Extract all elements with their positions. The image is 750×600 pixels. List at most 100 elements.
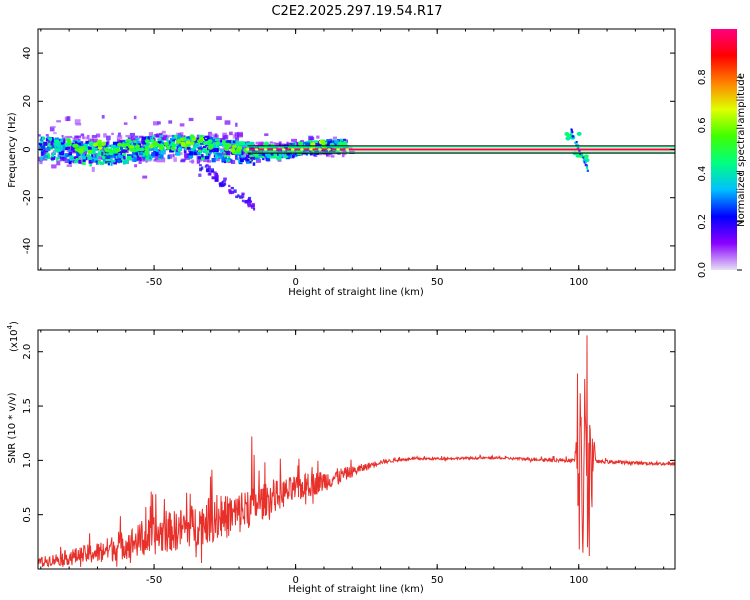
spectrogram-cell: [253, 207, 256, 211]
spectrogram-cluster: [55, 142, 61, 147]
spectrogram-cell: [218, 148, 222, 151]
spectrogram-cell: [51, 164, 57, 169]
spectrogram-cell: [118, 153, 121, 156]
spectrogram-cell: [176, 146, 180, 150]
carrier-band-stripe: [247, 152, 675, 154]
spectrogram-cell: [101, 114, 105, 119]
spectrogram-cell: [95, 160, 98, 163]
spectrogram-cell: [181, 158, 186, 162]
spectrogram-cell: [239, 195, 243, 199]
spectrogram-cell: [87, 155, 92, 161]
spectrogram-cluster: [231, 144, 237, 149]
spectrogram-cell: [117, 144, 120, 149]
spectrogram-cell: [170, 143, 174, 147]
spectrogram-cell: [56, 160, 61, 166]
spectrogram-cell: [57, 156, 60, 160]
spectrogram-cluster: [175, 139, 181, 144]
y-tick-label: 40: [22, 47, 33, 60]
spectrogram-cell: [249, 159, 252, 164]
spectrogram-cell: [132, 158, 136, 162]
spectrogram-cluster: [198, 139, 204, 144]
spectrogram-cell: [183, 136, 187, 141]
spectrogram-cell: [51, 138, 54, 143]
spectrogram-cell: [219, 155, 223, 159]
spectrogram-cluster: [58, 145, 64, 150]
spectrogram-cell: [265, 152, 270, 157]
spectrogram-cell: [223, 156, 227, 161]
spectrogram-cell: [74, 119, 81, 125]
y-tick-label: -20: [22, 190, 33, 206]
y-tick-label: -40: [22, 238, 33, 254]
spectrogram-cell: [214, 179, 219, 182]
spectrogram-cluster: [180, 142, 186, 147]
spectrogram-cell: [283, 154, 288, 159]
spectrogram-cell: [40, 143, 46, 148]
spectrogram-cell: [141, 139, 144, 144]
colorbar-tick-label: 0.8: [697, 69, 708, 85]
spectrogram-cell: [582, 159, 585, 162]
spectrogram-cell: [245, 154, 251, 159]
spectrogram-cell: [134, 135, 139, 139]
spectrogram-cell: [45, 147, 51, 152]
spectrogram-cell: [166, 134, 172, 137]
spectrogram-cell: [246, 146, 250, 151]
spectrogram-cell: [270, 153, 273, 156]
spectrogram-cell: [73, 160, 78, 164]
spectrogram-cell: [131, 135, 134, 141]
spectrogram-cell: [248, 150, 254, 153]
spectrogram-cell: [117, 132, 121, 137]
spectrogram-cell: [51, 156, 56, 159]
spectrogram-cell: [248, 200, 253, 203]
spectrogram-cell: [278, 148, 281, 153]
spectrogram-cell: [586, 167, 589, 170]
spectrogram-cell: [262, 153, 266, 156]
spectrogram-cell: [153, 149, 157, 153]
spectrogram-cell: [153, 159, 157, 162]
spectrogram-cell: [206, 150, 210, 154]
spectrogram-cluster: [230, 148, 236, 153]
spectrogram-cluster: [342, 141, 348, 146]
spectrogram-cluster: [125, 142, 131, 147]
spectrogram-cell: [200, 155, 206, 161]
spectrogram-cell: [197, 149, 202, 152]
carrier-band-dot: [245, 148, 250, 151]
spectrogram-cluster: [171, 143, 177, 148]
spectrogram-cell: [72, 137, 75, 140]
spectrogram-cluster: [108, 151, 114, 156]
spectrogram-cell: [214, 133, 218, 138]
spectrogram-cell: [81, 154, 86, 157]
spectrogram-cell: [582, 156, 585, 159]
spectrogram-cell: [302, 142, 305, 146]
spectrogram-cell: [186, 138, 190, 142]
spectrogram-cell: [91, 134, 97, 138]
spectrogram-cell: [213, 143, 217, 148]
spectrogram-cell: [574, 141, 577, 144]
spectrogram-cell: [249, 141, 255, 146]
spectrogram-cell: [281, 154, 284, 158]
spectrogram-cell: [145, 155, 148, 159]
spectrogram-cell: [151, 154, 156, 158]
spectrogram-cell: [161, 130, 166, 134]
spectrogram-cell: [160, 137, 167, 140]
y-tick-label: 20: [22, 95, 33, 108]
spectrogram-cell: [141, 152, 146, 157]
spectrogram-cell: [138, 152, 144, 156]
spectrogram-cell: [179, 132, 184, 136]
spectrogram-cell: [225, 140, 230, 145]
spectrogram-cell: [245, 142, 250, 147]
spectrogram-cell: [174, 144, 180, 148]
spectrogram-cell: [270, 154, 275, 158]
spectrogram-cell: [327, 141, 332, 145]
spectrogram-cell: [81, 142, 84, 146]
spectrogram-cell: [72, 139, 77, 143]
spectrogram-cell: [187, 144, 191, 150]
spectrogram-cell: [180, 139, 184, 144]
spectrogram-cluster: [320, 140, 326, 145]
carrier-band-dot: [345, 148, 349, 151]
spectrogram-cell: [237, 131, 244, 137]
colorbar-ticks: 0.0 0.2 0.4 0.6 0.8: [697, 69, 742, 278]
spectrogram-cell: [584, 160, 587, 163]
spectrogram-cell: [124, 145, 128, 150]
spectrogram-cell: [82, 158, 86, 162]
spectrogram-cell: [65, 145, 70, 151]
